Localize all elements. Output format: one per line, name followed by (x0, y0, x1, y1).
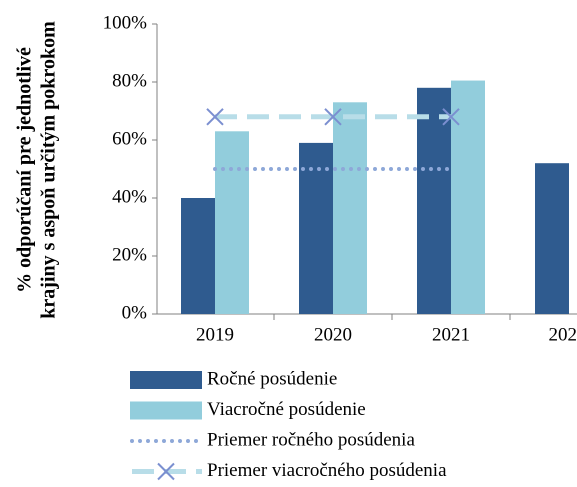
legend-label: Viacročné posúdenie (207, 399, 366, 420)
y-tick-label: 20% (112, 244, 147, 265)
bar (215, 131, 249, 314)
bar (535, 163, 569, 314)
y-tick-label: 40% (112, 186, 147, 207)
bar (417, 87, 451, 314)
bar (299, 142, 333, 314)
x-tick-label: 2021 (432, 324, 470, 345)
bar (181, 198, 215, 314)
x-tick-label: 202 (549, 324, 577, 345)
x-tick-label: 2019 (196, 324, 234, 345)
legend-label: Priemer viacročného posúdenia (207, 460, 447, 481)
legend-swatch (130, 371, 202, 389)
bar (333, 102, 367, 314)
legend-label: Priemer ročného posúdenia (207, 429, 415, 450)
legend-label: Ročné posúdenie (207, 368, 337, 389)
y-tick-label: 0% (122, 302, 148, 323)
y-axis-label: % odporúčaní pre jednotlivé (14, 47, 36, 293)
y-axis-label: krajiny s aspoň určitým pokrokom (38, 21, 60, 319)
y-tick-label: 100% (103, 12, 148, 33)
legend-marker (157, 462, 175, 481)
y-tick-label: 60% (112, 128, 147, 149)
marker (324, 108, 342, 126)
marker (442, 108, 460, 126)
y-tick-label: 80% (112, 70, 147, 91)
legend-swatch (130, 401, 202, 420)
x-tick-label: 2020 (314, 324, 352, 345)
marker (206, 108, 224, 126)
bar (451, 80, 485, 314)
